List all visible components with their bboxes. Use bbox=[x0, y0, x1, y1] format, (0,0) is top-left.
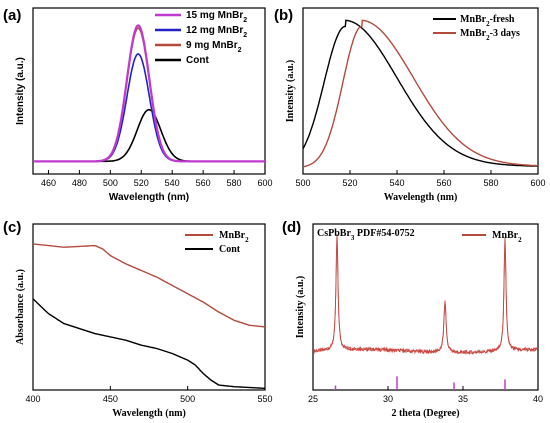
legend-label: 12 mg MnBr2 bbox=[186, 25, 247, 39]
x-tick-label: 580 bbox=[483, 178, 498, 188]
x-tick-label: 560 bbox=[196, 178, 211, 188]
legend-label: Cont bbox=[186, 55, 209, 66]
x-tick-label: 580 bbox=[227, 178, 242, 188]
x-tick-label: 540 bbox=[389, 178, 404, 188]
x-tick-label: 30 bbox=[383, 394, 393, 404]
series-line bbox=[33, 24, 265, 163]
series-line bbox=[303, 19, 538, 167]
x-tick-label: 600 bbox=[257, 178, 272, 188]
plot-frame bbox=[32, 7, 266, 175]
panel-c: (c) 400 450 500 550 Wavelength (nm) Absorbance… bbox=[3, 219, 273, 419]
series-line bbox=[303, 19, 538, 168]
x-axis-label: 2 theta (Degree) bbox=[391, 408, 459, 419]
panel-label: (a) bbox=[3, 7, 21, 24]
x-tick-label: 520 bbox=[342, 178, 357, 188]
x-tick-label: 35 bbox=[458, 394, 468, 404]
x-tick-label: 460 bbox=[41, 178, 56, 188]
legend-label: MnBr2-fresh bbox=[460, 14, 515, 28]
legend-label: MnBr2 bbox=[492, 230, 522, 244]
x-tick-label: 500 bbox=[295, 178, 310, 188]
plot-frame bbox=[312, 223, 539, 391]
panel-label: (b) bbox=[274, 7, 293, 24]
legend-label: MnBr2 bbox=[219, 230, 249, 244]
reference-label: CsPbBr3 PDF#54-0752 bbox=[317, 228, 415, 242]
x-axis-label: Wavelength (nm) bbox=[112, 408, 186, 419]
panel-label: (d) bbox=[282, 219, 301, 236]
x-tick-label: 400 bbox=[25, 394, 40, 404]
x-tick-label: 550 bbox=[257, 394, 272, 404]
panel-a: (a) 460 480 500 520 540 560 580 600 Wavelength (n… bbox=[3, 7, 273, 203]
plot-frame bbox=[32, 223, 266, 391]
legend-label: MnBr2-3 days bbox=[460, 28, 520, 42]
series-line bbox=[33, 108, 265, 163]
plot-area bbox=[313, 234, 538, 390]
x-tick-label: 450 bbox=[103, 394, 118, 404]
series-line bbox=[313, 234, 538, 356]
y-axis-label: Intensity (a.u.) bbox=[15, 57, 26, 125]
x-axis-label: Wavelength (nm) bbox=[384, 192, 458, 203]
plot-frame bbox=[302, 7, 539, 175]
legend-label: Cont bbox=[219, 244, 241, 255]
x-tick-label: 600 bbox=[530, 178, 545, 188]
plot-area bbox=[33, 24, 265, 163]
series-line bbox=[33, 243, 265, 328]
x-tick-label: 540 bbox=[165, 178, 180, 188]
y-axis-label: Intensity (a.u.) bbox=[285, 60, 296, 123]
panel-label: (c) bbox=[3, 219, 21, 236]
x-tick-label: 520 bbox=[134, 178, 149, 188]
x-axis-label: Wavelength (nm) bbox=[109, 192, 189, 203]
y-axis-label: Absorbance (a.u.) bbox=[15, 269, 26, 345]
panel-d: (d) 25 30 35 40 2 theta (Degree) Intensity (a.… bbox=[282, 219, 543, 419]
legend-label: 15 mg MnBr2 bbox=[186, 10, 247, 24]
panel-b: (b) 500 520 540 560 580 600 Wavelength (nm) Inte… bbox=[274, 7, 546, 203]
x-tick-label: 480 bbox=[72, 178, 87, 188]
series-line bbox=[33, 298, 265, 389]
x-tick-label: 25 bbox=[308, 394, 318, 404]
x-tick-label: 560 bbox=[436, 178, 451, 188]
legend-label: 9 mg MnBr2 bbox=[186, 40, 242, 54]
plot-area bbox=[33, 243, 265, 389]
x-tick-label: 500 bbox=[103, 178, 118, 188]
y-axis-label: Intensity (a.u.) bbox=[295, 276, 306, 339]
plot-area bbox=[303, 19, 538, 168]
x-tick-label: 40 bbox=[533, 394, 543, 404]
x-tick-label: 500 bbox=[180, 394, 195, 404]
